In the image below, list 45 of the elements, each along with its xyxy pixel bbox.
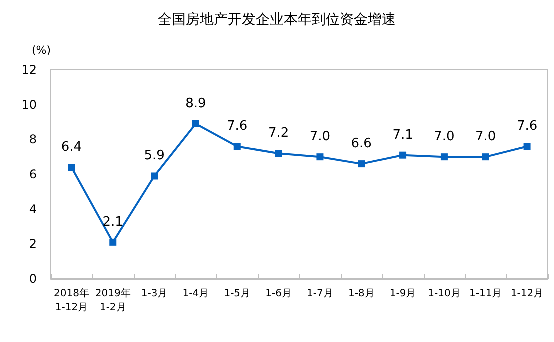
point bbox=[151, 172, 158, 180]
x-tick-label: 1-12月 bbox=[510, 288, 544, 300]
chart-title: 全国房地产开发企业本年到位资金增速 bbox=[158, 12, 396, 28]
point bbox=[192, 120, 200, 128]
data-label: 7.0 bbox=[476, 130, 496, 145]
data-label: 7.0 bbox=[434, 130, 455, 145]
data-label: 8.9 bbox=[186, 96, 206, 112]
y-tick-label: 12 bbox=[22, 63, 37, 77]
point bbox=[440, 154, 448, 161]
x-tick-label: 1-8月 bbox=[348, 288, 375, 300]
data-label: 5.9 bbox=[144, 148, 165, 164]
point bbox=[524, 143, 531, 150]
x-tick-label: 1-3月 bbox=[141, 288, 168, 300]
point bbox=[358, 160, 366, 168]
x-tick-label: 2019年 1-2月 bbox=[95, 288, 131, 314]
x-tick-label: 1-5月 bbox=[224, 288, 251, 300]
x-tick-label: 1-9月 bbox=[390, 288, 416, 300]
x-tick-label: 1-7月 bbox=[307, 288, 334, 300]
point bbox=[275, 150, 282, 158]
x-tick-label: 1-4月 bbox=[182, 288, 210, 300]
point bbox=[68, 164, 76, 172]
data-label: 7.1 bbox=[392, 128, 414, 143]
y-tick-label: 8 bbox=[29, 132, 37, 147]
y-tick-label: 2 bbox=[29, 237, 37, 252]
point bbox=[482, 154, 490, 161]
data-label: 7.6 bbox=[516, 119, 538, 134]
y-tick-label: 4 bbox=[29, 202, 37, 216]
y-axis-title: (%) bbox=[32, 44, 51, 57]
x-tick-label: 2018年 1-12月 bbox=[54, 288, 90, 314]
y-tick-label: 6 bbox=[29, 168, 37, 182]
x-tick-label: 1-11月 bbox=[470, 288, 502, 300]
y-tick-label: 10 bbox=[22, 98, 37, 112]
point bbox=[110, 238, 117, 246]
point bbox=[400, 152, 407, 159]
point bbox=[316, 154, 324, 161]
data-label: 7.0 bbox=[310, 130, 331, 145]
x-tick-label: 1-6月 bbox=[266, 288, 292, 300]
data-label: 7.2 bbox=[268, 126, 290, 142]
x-tick-label: 1-10月 bbox=[428, 288, 461, 300]
data-label: 7.6 bbox=[227, 119, 248, 134]
data-label: 6.4 bbox=[61, 140, 82, 156]
data-label: 6.6 bbox=[351, 136, 372, 152]
data-label: 2.1 bbox=[102, 214, 124, 230]
point bbox=[234, 143, 241, 150]
y-tick-label: 0 bbox=[29, 272, 37, 286]
